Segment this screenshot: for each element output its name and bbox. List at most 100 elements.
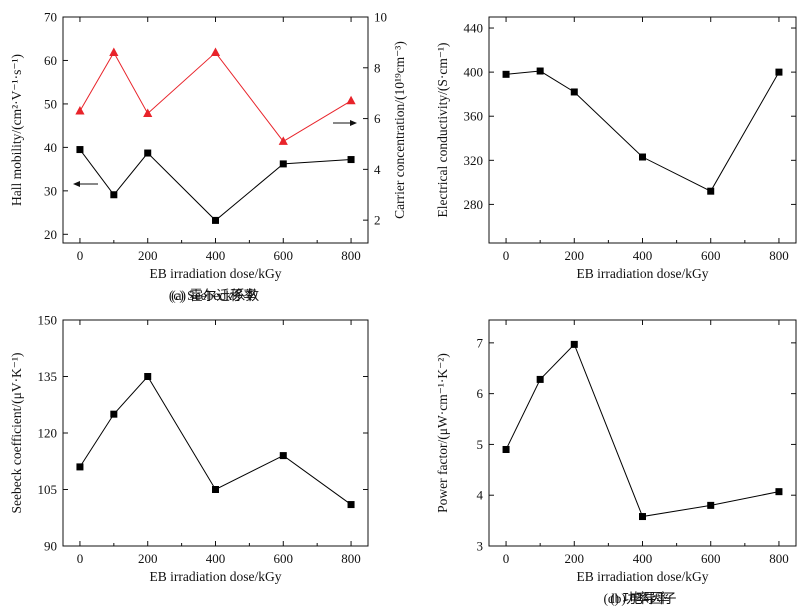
data-point-square <box>707 501 715 509</box>
data-point-square <box>536 67 544 75</box>
x-tick-label: 600 <box>701 248 721 263</box>
x-tick-label: 400 <box>206 248 226 263</box>
x-tick-label: 600 <box>274 551 294 566</box>
series-line-1 <box>505 343 780 518</box>
x-axis-label: EB irradiation dose/kGy <box>150 266 282 281</box>
data-point-square <box>76 463 84 471</box>
data-point-square <box>570 88 578 96</box>
y-tick-label: 50 <box>44 96 57 111</box>
y-tick-label: 135 <box>38 369 58 384</box>
y-tick-label: 440 <box>464 21 484 36</box>
y-tick-label: 3 <box>477 539 484 554</box>
plot-frame <box>488 16 797 244</box>
y-tick-label: 40 <box>44 140 57 155</box>
y-axis-label: Electrical conductivity/(S·cm⁻¹) <box>435 43 450 218</box>
data-point-square <box>775 488 783 496</box>
x-tick-label: 800 <box>769 248 789 263</box>
data-point-square <box>76 146 84 154</box>
data-point-square <box>502 70 510 78</box>
x-tick-label: 400 <box>206 551 226 566</box>
y-tick-label: 360 <box>464 109 484 124</box>
x-tick-label: 0 <box>77 248 84 263</box>
series-line-1 <box>506 70 780 192</box>
x-tick-label: 0 <box>77 551 84 566</box>
y-axis-label: Seebeck coefficient/(μV·K⁻¹) <box>9 353 24 514</box>
x-tick-label: 200 <box>565 248 585 263</box>
data-point-triangle <box>75 105 85 115</box>
data-point-triangle <box>346 95 356 105</box>
x-tick-label: 400 <box>633 551 653 566</box>
y-tick-label: 60 <box>44 53 57 68</box>
x-axis-label: EB irradiation dose/kGy <box>150 569 282 584</box>
chart-panel-a: 0 200 400 600 800 20 30 40 50 60 70 2 4 6 8 10 EB irradi… <box>9 10 407 304</box>
y2-tick-label: 4 <box>374 162 381 177</box>
data-point-triangle <box>143 108 153 117</box>
y-axis-label: Power factor/(μW·cm⁻¹·K⁻²) <box>435 353 450 513</box>
series-line-1 <box>79 149 352 222</box>
plot-frame <box>62 319 369 547</box>
y-tick-label: 30 <box>44 183 57 198</box>
y-tick-label: 70 <box>44 10 57 25</box>
y-tick-label: 20 <box>44 227 57 242</box>
y-tick-label: 105 <box>38 482 58 497</box>
y-tick-label: 320 <box>464 153 484 168</box>
chart-panel-c: 0 200 400 600 800 90 105 120 135 150 EB irradiatio… <box>9 288 369 584</box>
chart-caption: (c) Seebeck系数 <box>169 288 260 303</box>
data-point-square <box>570 340 578 348</box>
y-tick-label: 4 <box>477 488 484 503</box>
chart-caption: (a) 霍尔迁移率 <box>171 287 257 303</box>
chart-caption: (b) 电导率 <box>610 590 670 606</box>
data-point-square <box>279 452 287 460</box>
y2-axis-label: Carrier concentration/(10¹⁹cm⁻³) <box>392 41 407 219</box>
data-point-square <box>775 68 783 76</box>
x-tick-label: 200 <box>565 551 585 566</box>
data-point-square <box>110 410 118 418</box>
y2-tick-label: 8 <box>374 60 381 75</box>
chart-caption: (d) 功率因子 <box>603 590 676 606</box>
data-point-square <box>502 446 510 454</box>
x-tick-label: 600 <box>274 248 294 263</box>
x-tick-label: 400 <box>633 248 653 263</box>
x-axis-label: EB irradiation dose/kGy <box>577 569 709 584</box>
plot-frame <box>488 319 797 547</box>
data-point-square <box>639 153 646 161</box>
y-tick-label: 150 <box>38 313 58 328</box>
x-tick-label: 0 <box>503 248 510 263</box>
data-point-square <box>212 216 219 224</box>
y2-tick-label: 2 <box>374 213 381 228</box>
series-line-2 <box>79 51 352 143</box>
x-tick-label: 800 <box>769 551 789 566</box>
x-tick-label: 200 <box>138 248 158 263</box>
y-tick-label: 400 <box>464 65 484 80</box>
data-point-square <box>707 187 715 195</box>
data-point-triangle <box>210 47 221 57</box>
series-line-1 <box>79 375 352 505</box>
y2-tick-label: 6 <box>374 111 381 126</box>
data-point-square <box>144 373 152 380</box>
y-tick-label: 280 <box>464 197 484 212</box>
data-point-triangle <box>109 47 119 57</box>
x-tick-label: 800 <box>341 551 361 566</box>
data-point-triangle <box>278 136 288 145</box>
x-tick-label: 800 <box>341 248 361 263</box>
x-axis-label: EB irradiation dose/kGy <box>577 266 709 281</box>
data-point-square <box>347 501 355 509</box>
data-point-square <box>347 156 355 164</box>
right-axis-arrowhead <box>350 120 357 126</box>
y-tick-label: 120 <box>38 426 58 441</box>
data-point-square <box>639 513 646 521</box>
y-axis-label: Hall mobility/(cm²·V⁻¹·s⁻¹) <box>9 54 24 206</box>
x-tick-label: 0 <box>503 551 510 566</box>
data-point-square <box>110 191 118 199</box>
x-tick-label: 200 <box>138 551 158 566</box>
y-tick-label: 90 <box>44 539 57 554</box>
left-axis-arrowhead <box>73 181 80 187</box>
x-tick-label: 600 <box>701 551 721 566</box>
data-point-square <box>536 375 544 383</box>
data-point-square <box>212 486 219 493</box>
data-point-square <box>279 160 287 168</box>
y2-tick-label: 10 <box>374 10 387 25</box>
y-tick-label: 6 <box>477 386 484 401</box>
